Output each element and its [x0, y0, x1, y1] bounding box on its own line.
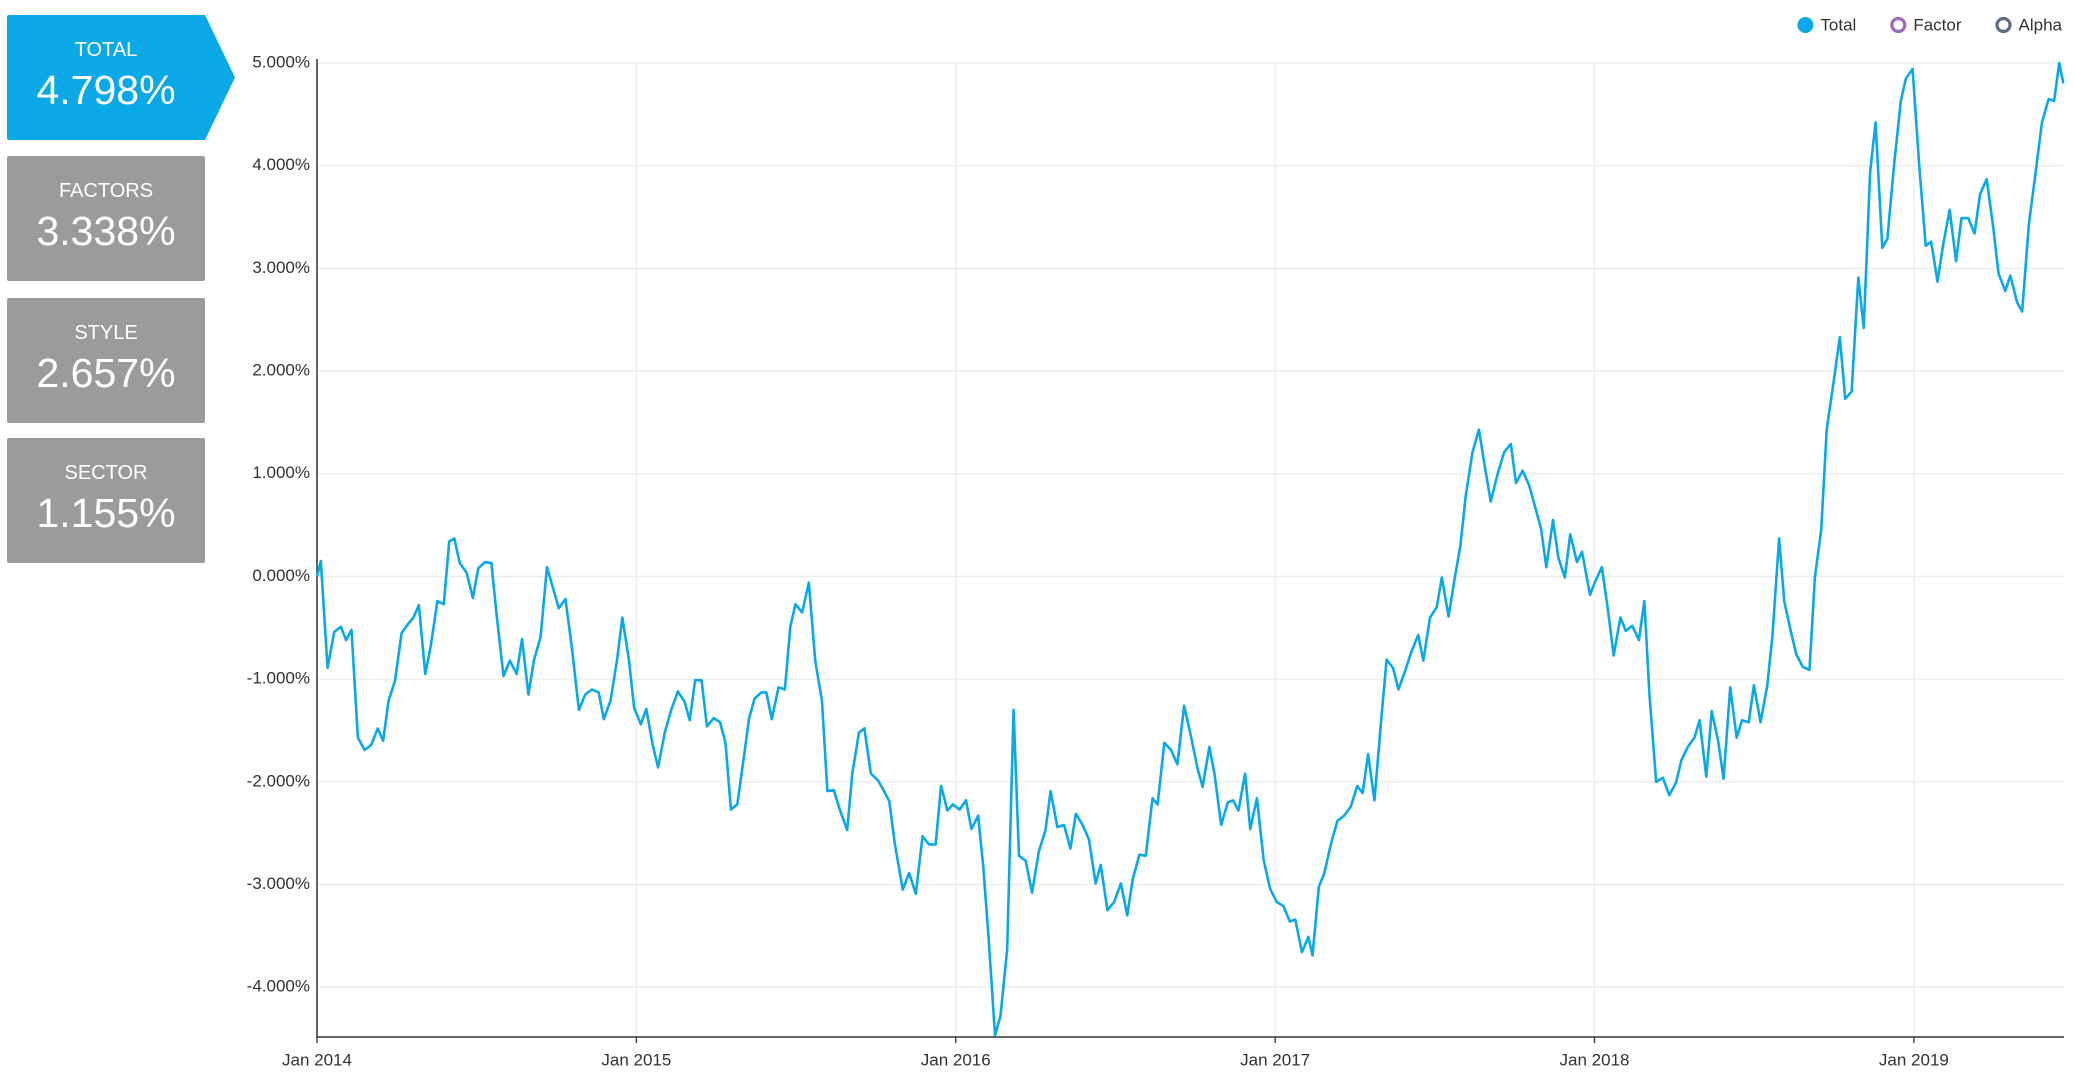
x-tick-label: Jan 2016	[921, 1050, 991, 1069]
y-tick-label: -2.000%	[247, 771, 310, 790]
card-label: STYLE	[74, 322, 138, 344]
legend-marker	[1797, 17, 1814, 33]
x-tick-label: Jan 2015	[601, 1050, 671, 1069]
legend-label: Alpha	[2019, 15, 2063, 34]
y-tick-label: 3.000%	[252, 258, 310, 277]
y-tick-label: -3.000%	[247, 874, 310, 893]
card-value: 4.798%	[36, 67, 176, 113]
card-label: TOTAL	[74, 39, 138, 61]
x-tick-label: Jan 2018	[1560, 1050, 1630, 1069]
card-label: SECTOR	[64, 462, 148, 484]
y-tick-label: -1.000%	[247, 669, 310, 688]
y-tick-label: -4.000%	[247, 977, 310, 996]
legend-label: Total	[1820, 15, 1856, 34]
x-tick-label: Jan 2017	[1240, 1050, 1310, 1069]
summary-card[interactable]: SECTOR 1.155%	[7, 438, 205, 563]
y-tick-label: 2.000%	[252, 361, 310, 380]
y-tick-label: 5.000%	[252, 52, 310, 71]
summary-card[interactable]: TOTAL 4.798%	[7, 15, 235, 140]
legend-marker	[1890, 16, 1907, 34]
card-value: 3.338%	[36, 208, 176, 254]
legend-item[interactable]: Factor	[1890, 15, 1962, 34]
card-value: 1.155%	[36, 490, 176, 536]
legend-marker	[1995, 16, 2012, 34]
y-tick-label: 0.000%	[252, 566, 310, 585]
legend: Total Factor Alpha	[1797, 15, 2063, 34]
legend-label: Factor	[1913, 15, 1962, 34]
y-tick-label: 1.000%	[252, 463, 310, 482]
legend-item[interactable]: Alpha	[1995, 15, 2063, 34]
card-value: 2.657%	[36, 350, 176, 396]
y-tick-label: 4.000%	[252, 155, 310, 174]
x-tick-label: Jan 2019	[1879, 1050, 1949, 1069]
summary-card[interactable]: FACTORS 3.338%	[7, 156, 205, 281]
x-tick-label: Jan 2014	[282, 1050, 352, 1069]
legend-item[interactable]: Total	[1797, 15, 1856, 34]
card-label: FACTORS	[58, 180, 154, 202]
summary-card[interactable]: STYLE 2.657%	[7, 298, 205, 423]
series-line	[315, 61, 2065, 1037]
